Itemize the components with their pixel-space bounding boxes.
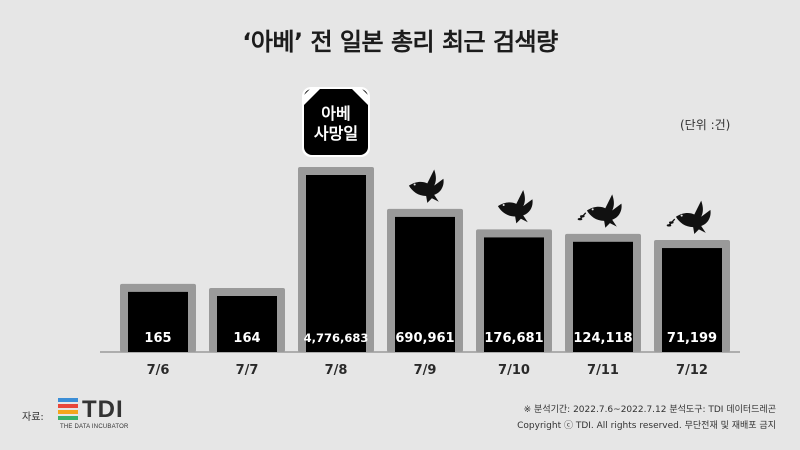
x-tick-label: 7/8	[325, 363, 348, 378]
bar-fill	[128, 291, 188, 352]
dove-icon	[497, 190, 533, 224]
badge-text: 아베	[321, 104, 350, 123]
bar-value-label: 124,118	[573, 331, 632, 346]
x-tick-label: 7/6	[147, 363, 170, 378]
x-tick-label: 7/11	[587, 363, 619, 378]
bar-fill	[662, 248, 722, 352]
dove-icon	[408, 169, 444, 203]
bar-fill	[573, 241, 633, 352]
bar-fill	[484, 237, 544, 352]
bar-value-label: 690,961	[395, 331, 454, 346]
bar-value-label: 165	[144, 331, 171, 346]
bar-value-label: 4,776,683	[304, 331, 369, 345]
bar-fill	[217, 296, 277, 352]
bar-4: 690,961 7/9	[387, 208, 463, 378]
analysis-period: ※ 분석기간: 2022.7.6~2022.7.12 분석도구: TDI 데이터…	[523, 405, 776, 415]
dove-with-branch-icon	[666, 200, 711, 235]
bar-value-label: 71,199	[667, 331, 717, 346]
copyright-notice: Copyright ⓒ TDI. All rights reserved. 무단…	[517, 421, 776, 431]
bar-value-label: 164	[233, 331, 260, 346]
bar-fill	[395, 216, 455, 352]
logo-text: TDI	[82, 396, 124, 423]
bars-layer: 165 7/6 164 7/7 4,776,683 7/8 690,961 7/9 176,68…	[120, 167, 730, 378]
bar-3: 4,776,683 7/8	[298, 167, 374, 378]
x-tick-label: 7/12	[676, 363, 708, 378]
bar-1: 165 7/6	[120, 283, 196, 378]
bar-5: 176,681 7/10	[476, 229, 552, 378]
bar-6: 124,118 7/11	[565, 233, 641, 378]
unit-label: (단위 :건)	[680, 118, 731, 132]
bar-value-label: 176,681	[484, 331, 543, 346]
source-label: 자료:	[22, 412, 44, 423]
bar-7: 71,199 7/12	[654, 240, 730, 378]
x-tick-label: 7/7	[236, 363, 259, 378]
ribbon-right	[352, 89, 368, 105]
bar-2: 164 7/7	[209, 288, 285, 378]
badge-text: 사망일	[314, 124, 358, 143]
ribbon-left	[304, 89, 320, 105]
dove-with-branch-icon	[577, 194, 622, 228]
bar-fill	[306, 175, 366, 352]
x-tick-label: 7/10	[498, 363, 530, 378]
logo-subtext: THE DATA INCUBATOR	[60, 424, 129, 430]
tdi-logo-icon	[58, 398, 78, 420]
chart-title: ‘아베’ 전 일본 총리 최근 검색량	[242, 28, 558, 56]
x-tick-label: 7/9	[414, 363, 437, 378]
